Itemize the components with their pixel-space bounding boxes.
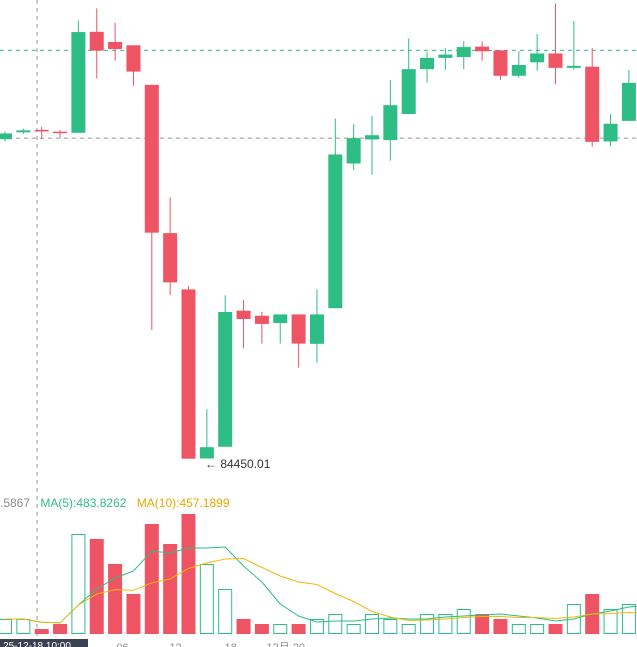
volume-bar (530, 624, 545, 634)
candle-body (273, 314, 288, 324)
x-tick-label: 12月 20 (266, 642, 305, 647)
volume-bar (401, 624, 416, 634)
candle-body (401, 69, 416, 115)
volume-bar (328, 614, 343, 634)
legend-prev-value: .5867 (0, 496, 31, 510)
volume-bar (126, 594, 141, 634)
volume-bar (603, 609, 618, 634)
candle-body (163, 233, 178, 283)
volume-bar (89, 539, 104, 634)
candle-body (34, 129, 49, 132)
candle-body (346, 138, 361, 164)
x-tick-label: 12 (170, 642, 182, 647)
candle-body (218, 311, 233, 447)
candle-body (254, 315, 269, 324)
legend-ma10: MA(10):457.1899 (136, 496, 230, 510)
volume-bar (456, 609, 471, 634)
volume-bar (273, 624, 288, 634)
candle-body (365, 135, 379, 140)
ma-legend: .5867 MA(5):483.8262 MA(10):457.1899 (0, 496, 237, 510)
candle-body (53, 131, 68, 134)
volume-bar (548, 624, 563, 634)
volume-bar (144, 524, 159, 634)
volume-bar (511, 624, 526, 634)
candle-body (89, 31, 104, 51)
volume-bar (71, 534, 86, 634)
volume-bar (493, 619, 508, 634)
candle-body (511, 64, 526, 76)
volume-bar (16, 619, 31, 634)
x-tick-label: 06 (116, 642, 128, 647)
candle-body (621, 82, 636, 121)
candle-body (16, 130, 31, 133)
legend-ma5: MA(5):483.8262 (40, 496, 127, 510)
candle-body (0, 133, 12, 140)
candle-body (328, 154, 343, 309)
volume-bar (199, 564, 214, 634)
candle-body (548, 53, 563, 68)
volume-bar (566, 604, 581, 634)
candle-body (438, 54, 453, 58)
volume-bar (420, 614, 435, 634)
candle-body (199, 447, 214, 459)
candle-body (493, 50, 508, 76)
candle-body (236, 310, 251, 320)
candle-body (383, 105, 398, 141)
volume-bar (254, 624, 269, 634)
candle-body (309, 314, 324, 344)
candle-body (566, 65, 581, 68)
candle-body (108, 41, 123, 50)
volume-bar (309, 619, 324, 634)
volume-bar (163, 544, 178, 634)
candle-body (181, 289, 196, 459)
volume-bar (475, 614, 490, 634)
candle-body (71, 32, 86, 133)
x-tick-label: 18 (225, 642, 237, 647)
volume-bar (181, 514, 196, 634)
volume-bar (438, 614, 453, 634)
ma5-line (5, 546, 637, 624)
volume-bar (218, 589, 233, 634)
candle-body (585, 66, 600, 142)
volume-bar (108, 564, 123, 634)
crosshair-time-label: 25-12-18 10:00 (3, 641, 71, 647)
candle-body (475, 46, 490, 52)
candle-body (456, 47, 471, 58)
volume-bar (53, 624, 68, 634)
low-price-label: ← 84450.01 (205, 457, 271, 471)
volume-bar (383, 619, 398, 634)
volume-bar (291, 624, 306, 634)
candle-body (144, 84, 159, 233)
volume-bar (365, 614, 379, 634)
crosshair-time-tag (0, 639, 88, 647)
candle-body (603, 123, 618, 142)
volume-bar (236, 619, 251, 634)
volume-bar (0, 619, 12, 634)
candle-body (530, 53, 545, 63)
volume-bar (621, 604, 636, 634)
candle-body (126, 45, 141, 72)
volume-bar (346, 624, 361, 634)
candle-body (420, 57, 435, 70)
ma10-line (5, 557, 637, 624)
volume-bar (34, 629, 49, 634)
candle-body (291, 314, 306, 344)
